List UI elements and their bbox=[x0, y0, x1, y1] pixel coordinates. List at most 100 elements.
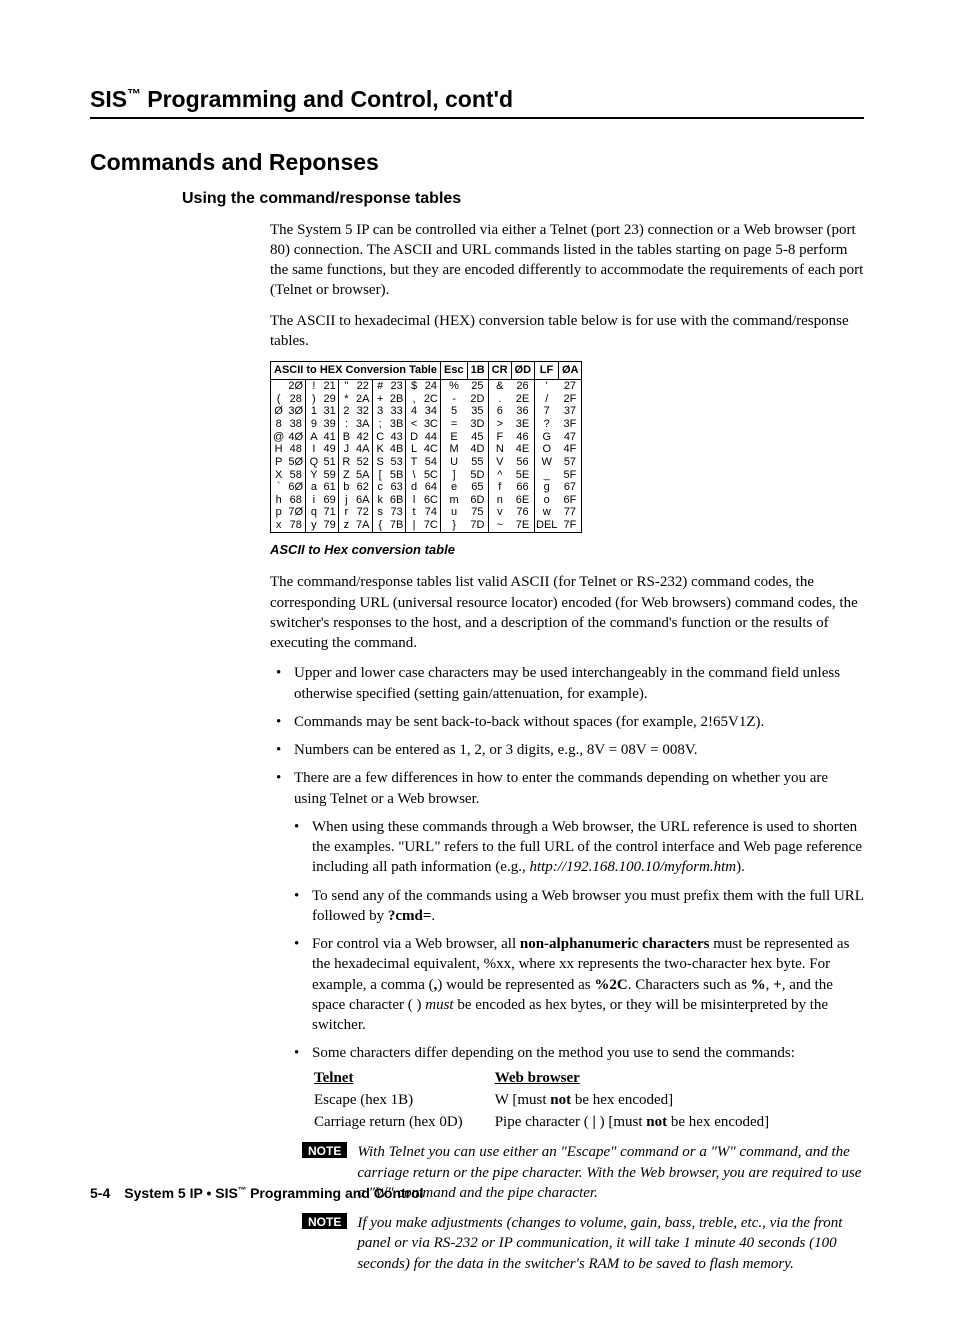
hex-char bbox=[271, 380, 287, 393]
hex-code: 31 bbox=[322, 405, 339, 418]
hex-code: 79 bbox=[322, 519, 339, 532]
hex-char: p bbox=[271, 506, 287, 519]
hex-char: 3 bbox=[372, 405, 388, 418]
hex-char: ~ bbox=[488, 519, 511, 532]
hex-char: ; bbox=[372, 418, 388, 431]
hex-char: U bbox=[441, 456, 468, 469]
hex-code: 5C bbox=[422, 469, 441, 482]
hex-code: 3B bbox=[388, 418, 406, 431]
hex-code: 54 bbox=[422, 456, 441, 469]
hex-code: 6A bbox=[354, 494, 372, 507]
hex-char: & bbox=[488, 380, 511, 393]
hex-code: 67 bbox=[558, 481, 582, 494]
hex-code: 35 bbox=[467, 405, 488, 418]
hex-char: C bbox=[372, 431, 388, 444]
hex-code: 36 bbox=[511, 405, 535, 418]
hex-char: ` bbox=[271, 481, 287, 494]
hex-char: 8 bbox=[271, 418, 287, 431]
hex-char: H bbox=[271, 443, 287, 456]
hex-code: 39 bbox=[322, 418, 339, 431]
hex-code: 5F bbox=[558, 469, 582, 482]
hex-code: 4Ø bbox=[286, 431, 305, 444]
hex-code: 76 bbox=[511, 506, 535, 519]
hex-code: 7C bbox=[422, 519, 441, 532]
hex-char: V bbox=[488, 456, 511, 469]
hex-code: 52 bbox=[354, 456, 372, 469]
hex-code: 2C bbox=[422, 393, 441, 406]
hex-code: 44 bbox=[422, 431, 441, 444]
hex-char: A bbox=[306, 431, 322, 444]
hex-char: X bbox=[271, 469, 287, 482]
hex-char: ? bbox=[535, 418, 559, 431]
hex-code: 43 bbox=[388, 431, 406, 444]
hex-char: L bbox=[406, 443, 422, 456]
hex-code: 66 bbox=[511, 481, 535, 494]
hex-char: n bbox=[488, 494, 511, 507]
hex-code: 3E bbox=[511, 418, 535, 431]
hex-char: l bbox=[406, 494, 422, 507]
hex-code: 3A bbox=[354, 418, 372, 431]
hex-code: 37 bbox=[558, 405, 582, 418]
hex-char: r bbox=[338, 506, 354, 519]
hex-code: 5A bbox=[354, 469, 372, 482]
hex-code: 38 bbox=[286, 418, 305, 431]
hex-char: R bbox=[338, 456, 354, 469]
hex-code: 4A bbox=[354, 443, 372, 456]
hex-extra-5: ØA bbox=[558, 362, 582, 380]
hex-extra-0: Esc bbox=[441, 362, 468, 380]
hex-char: O bbox=[535, 443, 559, 456]
note-badge: NOTE bbox=[302, 1142, 347, 1158]
hex-code: 3Ø bbox=[286, 405, 305, 418]
inner-bullet-c: For control via a Web browser, all non-a… bbox=[312, 934, 864, 1035]
hex-code: 4E bbox=[511, 443, 535, 456]
hex-code: 4B bbox=[388, 443, 406, 456]
hex-char: 2 bbox=[338, 405, 354, 418]
hex-char: b bbox=[338, 481, 354, 494]
hex-char: / bbox=[535, 393, 559, 406]
hex-code: 7Ø bbox=[286, 506, 305, 519]
para3: The command/response tables list valid A… bbox=[270, 572, 864, 653]
hex-code: 51 bbox=[322, 456, 339, 469]
hex-char: | bbox=[406, 519, 422, 532]
hex-code: 64 bbox=[422, 481, 441, 494]
hex-char: I bbox=[306, 443, 322, 456]
hex-char: M bbox=[441, 443, 468, 456]
hex-code: 2F bbox=[558, 393, 582, 406]
hex-char: P bbox=[271, 456, 287, 469]
hex-char: @ bbox=[271, 431, 287, 444]
ascii-hex-table: ASCII to HEX Conversion Table Esc 1B CR … bbox=[270, 361, 582, 533]
hex-code: 71 bbox=[322, 506, 339, 519]
method-table: Telnet Web browser Escape (hex 1B) W [mu… bbox=[312, 1066, 801, 1135]
hex-char: ] bbox=[441, 469, 468, 482]
hex-char: > bbox=[488, 418, 511, 431]
inner-bullet-d: Some characters differ depending on the … bbox=[312, 1043, 864, 1134]
hex-code: 28 bbox=[286, 393, 305, 406]
para1: The System 5 IP can be controlled via ei… bbox=[270, 220, 864, 301]
hex-char: ( bbox=[271, 393, 287, 406]
hex-char: - bbox=[441, 393, 468, 406]
hex-code: 6Ø bbox=[286, 481, 305, 494]
hex-code: 5D bbox=[467, 469, 488, 482]
hex-char: * bbox=[338, 393, 354, 406]
hex-code: 68 bbox=[286, 494, 305, 507]
hex-code: 6D bbox=[467, 494, 488, 507]
page-footer: 5-4 System 5 IP • SIS™ Programming and C… bbox=[90, 1184, 424, 1205]
hex-code: 2Ø bbox=[286, 380, 305, 393]
hex-char: ) bbox=[306, 393, 322, 406]
hex-code: 7A bbox=[354, 519, 372, 532]
hex-char: " bbox=[338, 380, 354, 393]
hex-code: 46 bbox=[511, 431, 535, 444]
hex-code: 3F bbox=[558, 418, 582, 431]
hex-char: _ bbox=[535, 469, 559, 482]
hex-char: t bbox=[406, 506, 422, 519]
note-2: NOTE If you make adjustments (changes to… bbox=[302, 1213, 864, 1274]
hex-code: 6F bbox=[558, 494, 582, 507]
section-header: SIS™ Programming and Control, cont'd bbox=[90, 84, 864, 119]
hex-char: ^ bbox=[488, 469, 511, 482]
hex-char: v bbox=[488, 506, 511, 519]
hex-code: 6C bbox=[422, 494, 441, 507]
hex-code: 2D bbox=[467, 393, 488, 406]
hex-char: E bbox=[441, 431, 468, 444]
hex-char: G bbox=[535, 431, 559, 444]
hex-char: u bbox=[441, 506, 468, 519]
